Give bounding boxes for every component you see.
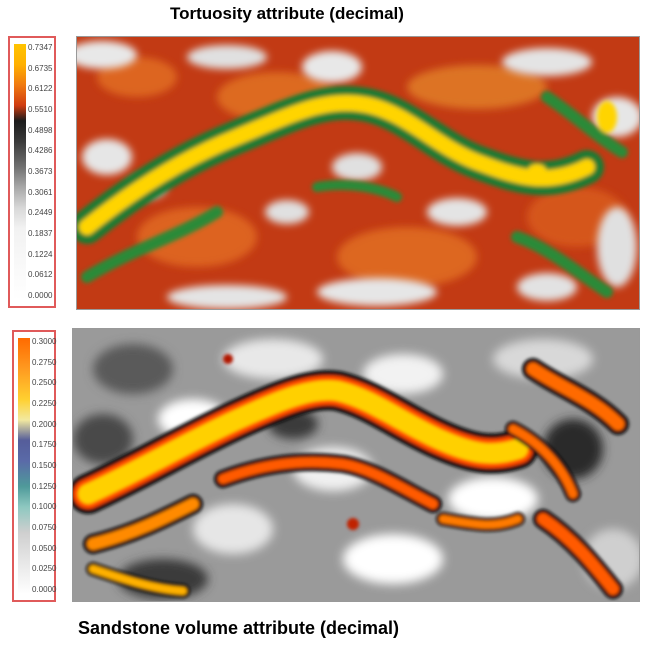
legend-tick: 0.2250 xyxy=(32,398,57,408)
legend-tick: 0.0500 xyxy=(32,543,57,553)
legend-tick: 0.0750 xyxy=(32,522,57,532)
top-panel-title: Tortuosity attribute (decimal) xyxy=(170,4,404,23)
legend-tick: 0.1750 xyxy=(32,440,57,450)
legend-tick: 0.6122 xyxy=(28,84,53,94)
tortuosity-map-image xyxy=(77,37,639,309)
legend-tick: 0.0000 xyxy=(32,584,57,594)
legend-tick: 0.0000 xyxy=(28,290,53,300)
legend-tick: 0.2449 xyxy=(28,208,53,218)
legend-tick: 0.3061 xyxy=(28,187,53,197)
legend-tick: 0.5510 xyxy=(28,104,53,114)
legend-tick: 0.1000 xyxy=(32,502,57,512)
tortuosity-color-legend: 0.7347 0.6735 0.6122 0.5510 0.4898 0.428… xyxy=(8,36,56,308)
sandstone-map-image xyxy=(73,329,639,601)
legend-tick: 0.0250 xyxy=(32,564,57,574)
legend-tick: 0.1224 xyxy=(28,249,53,259)
legend-tick: 0.1250 xyxy=(32,481,57,491)
legend-tick: 0.3000 xyxy=(32,337,57,346)
legend-tick: 0.1837 xyxy=(28,228,53,238)
legend-tick: 0.1500 xyxy=(32,460,57,470)
bottom-panel-title: Sandstone volume attribute (decimal) xyxy=(78,618,400,638)
legend-tick: 0.4898 xyxy=(28,125,53,135)
legend-tick: 0.6735 xyxy=(28,63,53,73)
legend-tick: 0.7347 xyxy=(28,43,53,52)
sandstone-volume-map xyxy=(72,328,640,602)
tortuosity-attribute-map xyxy=(76,36,640,310)
legend-tick: 0.2000 xyxy=(32,419,57,429)
legend-tick: 0.4286 xyxy=(28,146,53,156)
tortuosity-legend-ticks: 0.7347 0.6735 0.6122 0.5510 0.4898 0.428… xyxy=(28,44,56,300)
legend-tick: 0.2750 xyxy=(32,357,57,367)
legend-tick: 0.3673 xyxy=(28,166,53,176)
sandstone-legend-ticks: 0.3000 0.2750 0.2500 0.2250 0.2000 0.175… xyxy=(32,338,60,594)
sandstone-color-legend: 0.3000 0.2750 0.2500 0.2250 0.2000 0.175… xyxy=(12,330,56,602)
sandstone-color-scale xyxy=(18,338,30,594)
tortuosity-color-scale xyxy=(14,44,26,300)
legend-tick: 0.2500 xyxy=(32,378,57,388)
legend-tick: 0.0612 xyxy=(28,270,53,280)
